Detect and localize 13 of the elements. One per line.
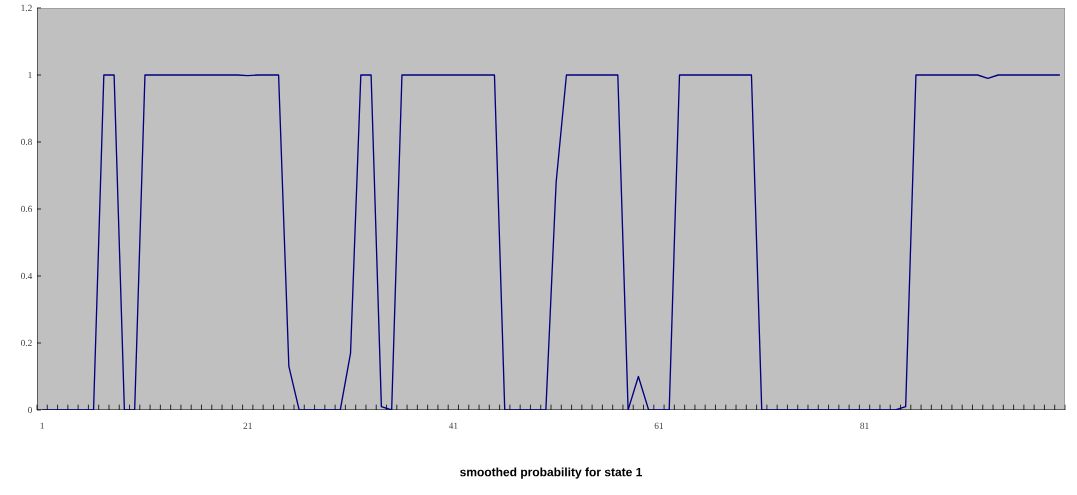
x-axis-title: smoothed probability for state 1 [460,467,643,479]
y-tick-label: 0.2 [20,339,32,347]
y-tick-label: 0.4 [20,272,33,280]
x-tick-label: 81 [860,422,869,429]
y-tick-label: 1 [28,71,32,79]
x-tick-label: 1 [40,422,44,429]
y-tick-label: 0.8 [20,138,32,146]
x-tick-label: 61 [654,422,664,429]
x-tick-label: 41 [448,422,458,429]
x-tick-label: 21 [243,422,252,429]
y-tick-label: 0.6 [20,205,33,213]
y-tick-label: 0 [27,406,32,414]
y-tick-label: 1.2 [21,4,32,12]
